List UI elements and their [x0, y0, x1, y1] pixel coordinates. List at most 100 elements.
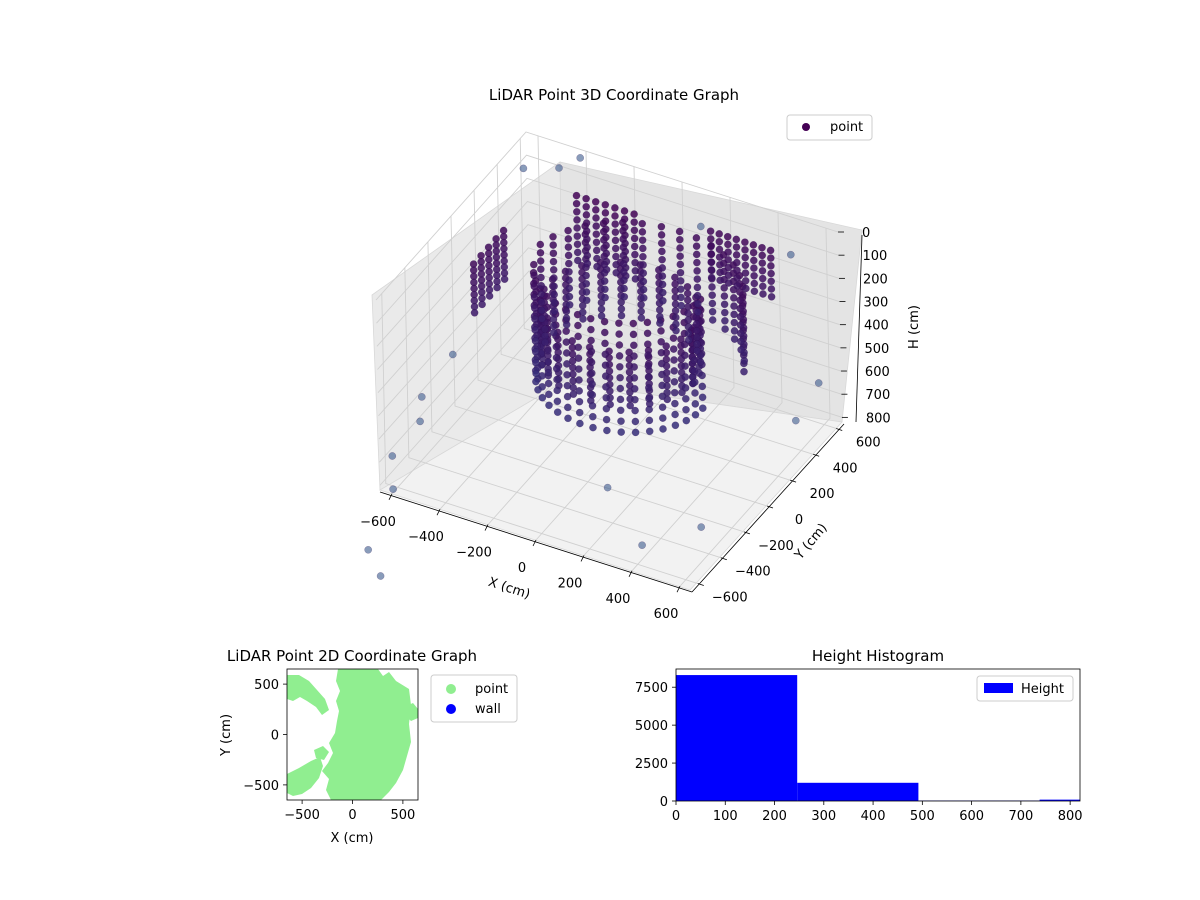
- point-3d-418: [619, 259, 628, 268]
- x-tick-label-hist-6: 600: [959, 809, 984, 824]
- point-3d-55: [766, 254, 775, 262]
- x-tick-3d-3: [532, 539, 537, 547]
- point-3d-49: [715, 237, 724, 246]
- point-3d-23: [758, 243, 766, 252]
- point-3d-85: [630, 234, 639, 243]
- point-3d-223: [693, 258, 701, 267]
- point-3d-70: [600, 317, 609, 326]
- point-3d-591: [684, 329, 693, 338]
- point-3d-477: [612, 268, 621, 277]
- point-3d-738: [631, 417, 640, 426]
- point-3d-723: [681, 394, 690, 403]
- point-3d-626: [565, 292, 574, 301]
- point-3d-7: [620, 207, 629, 215]
- point-3d-620: [677, 293, 685, 302]
- point-3d-506: [671, 306, 680, 315]
- legend-hist-label: Height: [1021, 682, 1064, 697]
- point-3d-505: [684, 316, 693, 324]
- point-3d-3: [582, 194, 590, 203]
- point-3d-496: [470, 308, 479, 317]
- y-tick-label-3d-1: −400: [735, 565, 771, 580]
- point-3d-225: [658, 247, 666, 256]
- point-3d-40: [536, 240, 545, 249]
- point-3d-770: [389, 485, 397, 494]
- point-3d-494: [550, 282, 558, 291]
- point-3d-615: [737, 337, 745, 346]
- point-3d-284: [724, 271, 733, 280]
- histogram-bars: [676, 675, 1080, 801]
- point-3d-550: [637, 300, 645, 309]
- point-3d-750: [538, 393, 547, 402]
- point-3d-674: [740, 356, 749, 365]
- point-3d-633: [544, 357, 552, 366]
- point-3d-51: [732, 243, 741, 251]
- point-3d-268: [601, 339, 609, 348]
- point-3d-548: [671, 313, 680, 322]
- point-3d-21: [741, 238, 749, 247]
- point-3d-700: [631, 395, 639, 404]
- point-3d-744: [698, 393, 707, 402]
- point-3d-52: [741, 246, 749, 254]
- point-3d-487: [676, 277, 685, 285]
- point-3d-38: [564, 226, 572, 235]
- point-3d-681: [659, 296, 667, 305]
- point-3d-466: [630, 363, 639, 371]
- point-3d-668: [626, 401, 635, 410]
- point-3d-152: [750, 264, 758, 272]
- point-3d-678: [708, 316, 717, 324]
- point-3d-769: [638, 541, 646, 550]
- point-3d-654: [637, 314, 646, 322]
- point-3d-743: [691, 400, 700, 408]
- point-3d-149: [724, 255, 733, 264]
- point-3d-61: [529, 260, 538, 269]
- point-cloud-center-left: [314, 746, 329, 760]
- point-3d-535: [658, 280, 667, 289]
- point-3d-747: [532, 369, 540, 378]
- legend-histogram: Height: [976, 675, 1074, 702]
- y-tick-label-3d-6: 600: [856, 435, 881, 450]
- chart-2d-title: LiDAR Point 2D Coordinate Graph: [227, 647, 477, 665]
- point-3d-485: [708, 291, 717, 300]
- point-3d-18: [715, 230, 724, 238]
- point-3d-659: [549, 328, 558, 337]
- point-3d-42: [582, 211, 591, 219]
- x-tick-label-hist-1: 100: [713, 809, 738, 824]
- point-3d-732: [553, 397, 562, 406]
- point-3d-707: [603, 483, 612, 492]
- point-3d-267: [587, 336, 595, 345]
- point-3d-4: [591, 197, 600, 206]
- point-3d-637: [588, 380, 596, 388]
- x-tick-label-3d-4: 200: [558, 576, 583, 591]
- point-3d-232: [536, 265, 545, 274]
- legend-hist-swatch: [984, 683, 1013, 693]
- point-3d-350: [562, 338, 571, 346]
- x-tick-label-3d-0: −600: [360, 515, 396, 530]
- x-tick-label-3d-2: −200: [456, 546, 492, 561]
- point-3d-474: [583, 259, 592, 268]
- point-3d-432: [692, 320, 701, 328]
- point-3d-33: [657, 222, 666, 231]
- point-3d-356: [644, 351, 652, 359]
- point-3d-590: [693, 340, 701, 348]
- point-3d-695: [563, 381, 572, 390]
- point-3d-555: [549, 315, 558, 324]
- point-3d-643: [670, 377, 679, 386]
- point-3d-694: [553, 375, 561, 384]
- point-3d-717: [602, 404, 611, 413]
- point-3d-212: [592, 238, 601, 247]
- point-3d-569: [531, 315, 539, 323]
- point-3d-746: [416, 417, 424, 426]
- grid-y-2: [427, 241, 745, 533]
- point-3d-578: [601, 372, 610, 380]
- point-3d-627: [550, 298, 559, 307]
- legend-2d-marker-wall: [446, 704, 456, 714]
- point-3d-110: [732, 251, 741, 259]
- point-3d-596: [597, 305, 606, 314]
- grid-z-1: [376, 154, 839, 324]
- point-3d-9: [555, 164, 563, 172]
- point-3d-164: [638, 236, 647, 245]
- point-3d-416: [658, 264, 667, 272]
- point-3d-675: [737, 345, 745, 354]
- point-3d-80: [582, 219, 591, 227]
